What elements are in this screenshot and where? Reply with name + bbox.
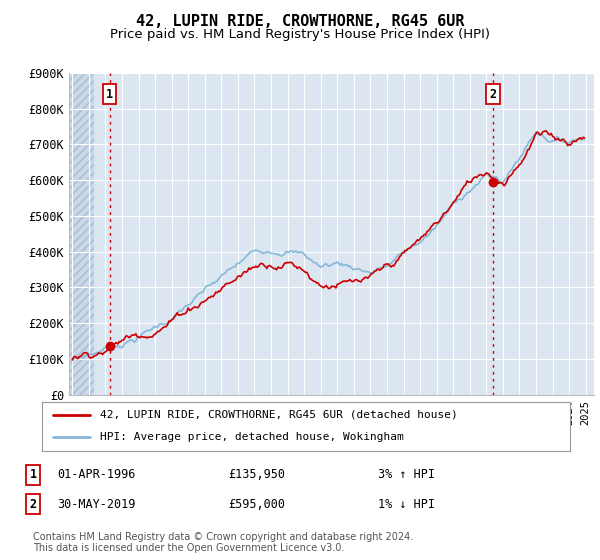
Text: 30-MAY-2019: 30-MAY-2019 [57, 497, 136, 511]
Text: £135,950: £135,950 [228, 468, 285, 482]
Text: 2: 2 [490, 88, 497, 101]
Text: 1: 1 [106, 88, 113, 101]
Text: £595,000: £595,000 [228, 497, 285, 511]
Text: Contains HM Land Registry data © Crown copyright and database right 2024.
This d: Contains HM Land Registry data © Crown c… [33, 531, 413, 553]
Text: 1: 1 [29, 468, 37, 482]
Text: Price paid vs. HM Land Registry's House Price Index (HPI): Price paid vs. HM Land Registry's House … [110, 28, 490, 41]
Text: HPI: Average price, detached house, Wokingham: HPI: Average price, detached house, Woki… [100, 432, 404, 442]
Text: 42, LUPIN RIDE, CROWTHORNE, RG45 6UR (detached house): 42, LUPIN RIDE, CROWTHORNE, RG45 6UR (de… [100, 410, 458, 420]
Text: 3% ↑ HPI: 3% ↑ HPI [378, 468, 435, 482]
Text: 2: 2 [29, 497, 37, 511]
Bar [69, 73, 94, 395]
Text: 1% ↓ HPI: 1% ↓ HPI [378, 497, 435, 511]
Text: 01-APR-1996: 01-APR-1996 [57, 468, 136, 482]
Text: 42, LUPIN RIDE, CROWTHORNE, RG45 6UR: 42, LUPIN RIDE, CROWTHORNE, RG45 6UR [136, 14, 464, 29]
